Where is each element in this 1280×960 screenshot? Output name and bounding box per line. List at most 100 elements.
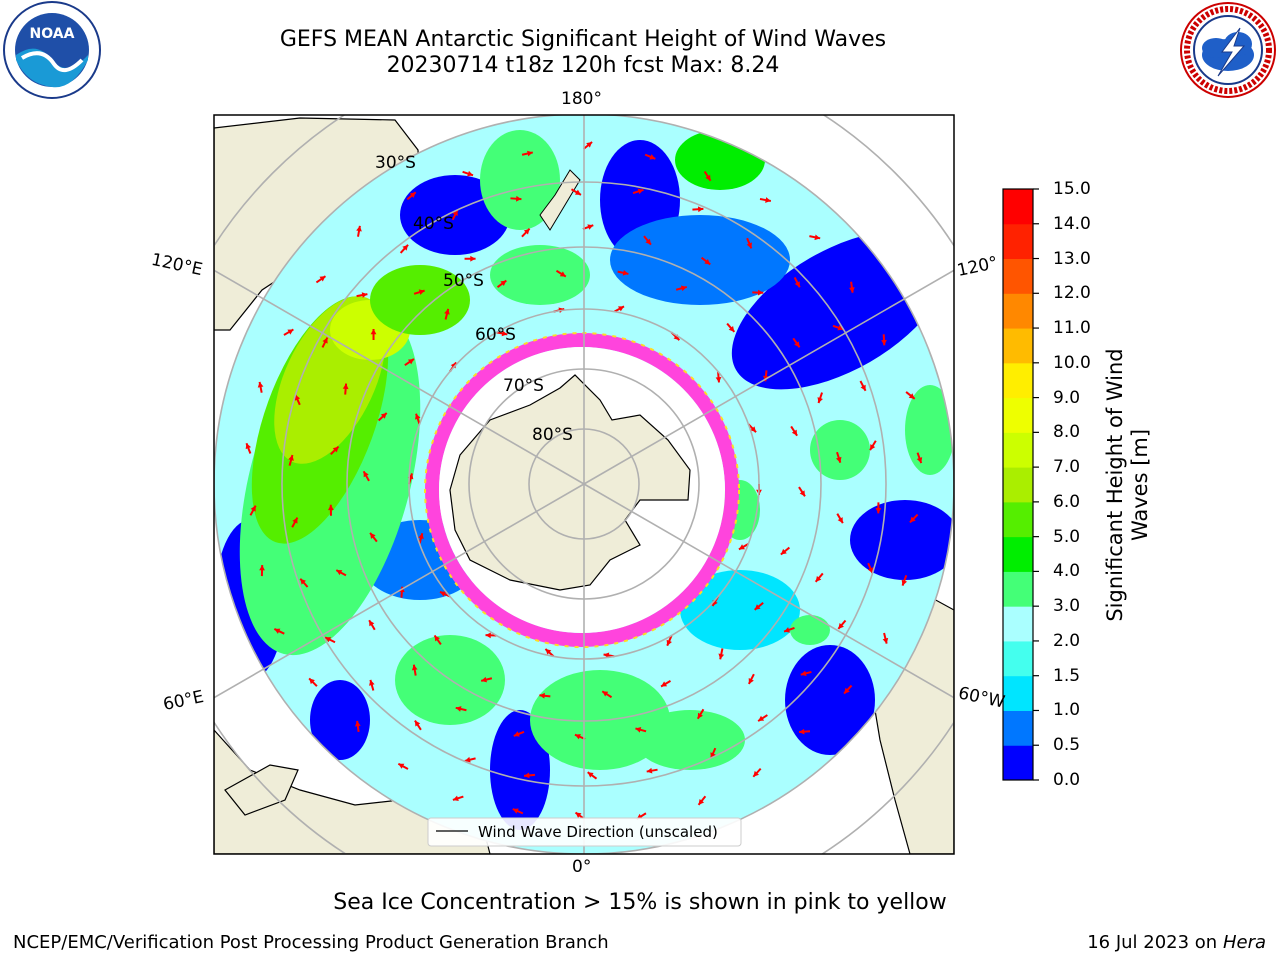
colorbar-tick-label: 10.0 [1053, 352, 1091, 373]
wind-wave-arrows [245, 141, 923, 821]
colorbar-tick-label: 14.0 [1053, 213, 1091, 234]
wave-arrow-head [559, 271, 566, 277]
lat-label-30s: 30°S [375, 153, 416, 173]
wave-arrow-head [587, 772, 594, 778]
wave-arrow-head [527, 150, 533, 157]
wave-arrow-head [849, 287, 855, 293]
noaa-logo-text: NOAA [30, 26, 75, 42]
wave-arrow-head [515, 195, 522, 202]
wave-arrow-head [409, 192, 416, 198]
wave-arrow-head [728, 326, 735, 332]
wave-arrow-head [757, 289, 764, 296]
colorbar-band [1003, 675, 1033, 711]
wave-arrow-head [407, 359, 414, 365]
wave-arrow-head [622, 270, 629, 276]
colorbar-band [1003, 571, 1033, 607]
colorbar-band [1003, 710, 1033, 746]
wave-arrow-head [370, 329, 377, 335]
wave-arrow-head [860, 384, 866, 391]
colorbar-tick-label: 2.0 [1053, 630, 1081, 651]
wave-arrow-head [257, 381, 264, 388]
wave-arrow-head [325, 637, 332, 643]
wave-arrow-head [361, 292, 368, 298]
wave-arrow-head [363, 471, 369, 478]
colorbar-band [1003, 467, 1033, 503]
colorbar-band [1003, 293, 1033, 329]
wave-arrow-head [309, 678, 315, 685]
colorbar-tick-label: 13.0 [1053, 248, 1091, 269]
colorbar-band [1003, 640, 1033, 677]
wave-arrow-head [635, 727, 642, 733]
land-antarctica [449, 374, 691, 591]
wave-arrow-head [875, 508, 882, 514]
wave-arrow-head [646, 767, 653, 774]
wave-arrow-head [746, 242, 752, 249]
wave-arrow-head [587, 224, 594, 230]
wave-arrow-head [300, 578, 306, 585]
wave-arrow-head [799, 728, 805, 735]
wave-arrow-head [415, 413, 421, 420]
wave-arrow-head [916, 457, 923, 464]
wave-arrow-head [835, 456, 842, 463]
wave-arrow-head [418, 289, 425, 295]
wave-arrow-head [574, 734, 581, 740]
lat-label-80s: 80°S [532, 425, 573, 445]
wave-arrow-head [501, 330, 508, 337]
wave-arrow-head [434, 635, 440, 642]
legend-label: Wind Wave Direction (unscaled) [478, 823, 718, 841]
wave-arrow-head [645, 238, 651, 245]
wave-arrow-head [380, 413, 387, 419]
wave-arrow-head [294, 394, 301, 401]
colorbar-tick-label: 7.0 [1053, 457, 1081, 478]
wave-arrow-head [467, 170, 474, 177]
wave-arrow-head [814, 234, 821, 241]
colorbar [1002, 188, 1039, 781]
wave-arrow-head [470, 255, 476, 262]
wave-arrow-head [710, 752, 716, 759]
credit-date: 16 Jul 2023 on [1087, 932, 1218, 953]
colorbar-tick-label: 12.0 [1053, 283, 1091, 304]
wave-arrow-head [250, 505, 256, 512]
colorbar-band [1003, 432, 1033, 468]
land-new-zealand [539, 169, 581, 231]
wave-arrow-head [342, 383, 349, 390]
wave-arrow-head [336, 570, 343, 576]
wave-arrow-head [838, 622, 844, 629]
wave-arrow-head [901, 579, 908, 586]
wave-arrow-head [750, 426, 757, 433]
wave-arrow-head [292, 517, 298, 524]
wave-arrow-head [414, 720, 421, 727]
wave-arrow-head [259, 565, 265, 571]
wave-arrow-head [327, 504, 334, 511]
colorbar-band [1003, 501, 1033, 538]
wave-arrow-head [288, 455, 294, 461]
colorbar-band [1003, 606, 1033, 642]
wave-arrow-head [666, 639, 672, 646]
wave-arrow-head [698, 798, 705, 805]
wave-arrow-head [715, 376, 722, 383]
wave-arrow-head [500, 280, 507, 287]
map-frame [213, 114, 955, 855]
wave-arrow-head [354, 720, 361, 727]
wave-arrow-head [452, 209, 458, 216]
credit-host: Hera [1222, 932, 1266, 953]
wave-arrow-head [791, 429, 798, 436]
wave-arrow-head [539, 692, 545, 699]
wave-arrow-head [439, 591, 446, 597]
wave-arrow-head [817, 397, 823, 404]
wave-arrow-head [908, 393, 915, 399]
wave-arrow-head [794, 341, 800, 348]
wave-arrow-head [705, 174, 711, 181]
colorbar-tick-label: 8.0 [1053, 422, 1081, 443]
nws-logo-icon [1180, 2, 1276, 98]
sea-ice-edge [425, 333, 739, 647]
wave-arrow-head [844, 687, 850, 694]
wave-arrow-head [637, 188, 644, 195]
wave-arrow-head [867, 567, 874, 574]
colorbar-band [1003, 362, 1033, 399]
wave-arrow-head [455, 706, 462, 712]
lon-label-0: 0° [572, 857, 592, 877]
credit-right: 16 Jul 2023 on Hera [1087, 932, 1266, 953]
lat-label-40s: 40°S [413, 214, 454, 234]
wave-arrow-head [512, 808, 519, 814]
